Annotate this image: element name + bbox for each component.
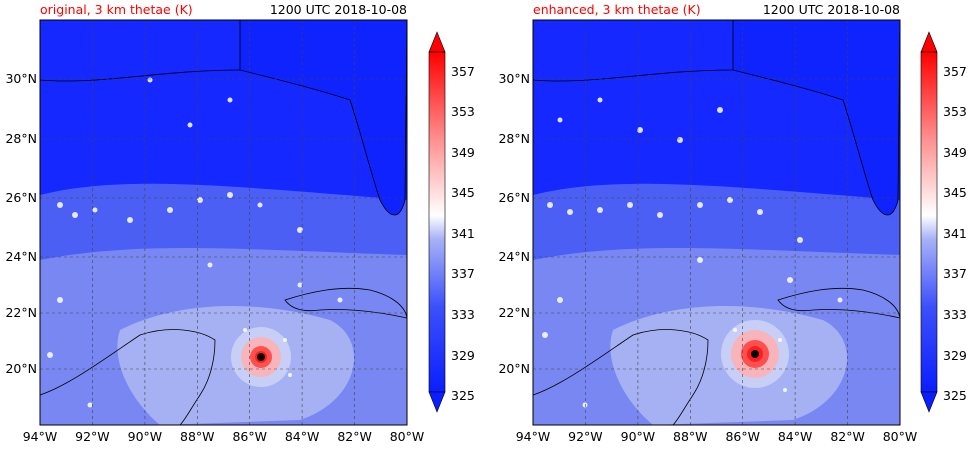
x-axis-ticks: 94°W 92°W 90°W 88°W 86°W 84°W 82°W 80°W [516, 429, 918, 444]
x-tick-label: 88°W [673, 429, 708, 444]
convection-cells [47, 77, 343, 408]
colorbar-body [428, 51, 446, 393]
colorbar-body [920, 51, 938, 393]
y-tick-label: 26°N [498, 190, 530, 205]
colorbar-tick-label: 325 [943, 388, 967, 403]
colorbar-extend-min [920, 391, 938, 413]
convection-cells [542, 72, 883, 408]
map-area [532, 19, 901, 426]
x-axis-ticks: 94°W 92°W 90°W 88°W 86°W 84°W 82°W 80°W [23, 429, 425, 444]
gridlines [40, 20, 407, 425]
panel-title: original, 3 km thetae (K) [40, 2, 193, 17]
x-tick-label: 84°W [285, 429, 320, 444]
colorbar-extend-max [428, 31, 446, 53]
x-tick-label: 80°W [883, 429, 918, 444]
panel-time: 1200 UTC 2018-10-08 [763, 2, 900, 17]
y-tick-label: 22°N [5, 305, 37, 320]
colorbar-tick-label: 353 [943, 104, 967, 119]
colorbar-tick-label: 353 [451, 104, 475, 119]
x-tick-label: 88°W [180, 429, 215, 444]
colorbar-tick-label: 329 [943, 348, 967, 363]
colorbar-tick-label: 349 [451, 145, 475, 160]
y-axis-ticks: 20°N 22°N 24°N 26°N 28°N 30°N [5, 71, 37, 376]
x-tick-label: 86°W [725, 429, 760, 444]
colorbar-tick-label: 341 [943, 226, 967, 241]
y-tick-label: 20°N [498, 361, 530, 376]
panel-time: 1200 UTC 2018-10-08 [270, 2, 407, 17]
y-tick-label: 22°N [498, 305, 530, 320]
colorbar-tick-label: 325 [451, 388, 475, 403]
land-florida [239, 19, 408, 216]
x-tick-label: 84°W [778, 429, 813, 444]
y-axis-ticks: 20°N 22°N 24°N 26°N 28°N 30°N [498, 71, 530, 376]
map-frame [39, 19, 408, 426]
colorbar-tick-label: 357 [943, 64, 967, 79]
panel-title: enhanced, 3 km thetae (K) [533, 2, 701, 17]
storm-center-marker [751, 350, 759, 358]
x-tick-label: 86°W [232, 429, 267, 444]
colorbar-extend-max [920, 31, 938, 53]
colorbar-tick-label: 329 [451, 348, 475, 363]
storm-center-marker [257, 353, 265, 361]
x-tick-label: 82°W [337, 429, 372, 444]
y-tick-label: 20°N [5, 361, 37, 376]
panel-enhanced: enhanced, 3 km thetae (K) 1200 UTC 2018-… [498, 2, 966, 444]
map-frame [532, 19, 901, 426]
x-tick-label: 82°W [830, 429, 865, 444]
x-tick-label: 94°W [516, 429, 551, 444]
y-tick-label: 26°N [5, 190, 37, 205]
y-tick-label: 28°N [498, 131, 530, 146]
gridlines [533, 20, 900, 425]
colorbar: 325 329 333 337 341 345 349 353 357 [920, 31, 967, 413]
map-area [39, 19, 408, 426]
y-tick-label: 28°N [5, 131, 37, 146]
land-florida [732, 19, 901, 216]
colorbar: 325 329 333 337 341 345 349 353 357 [428, 31, 475, 413]
y-tick-label: 24°N [5, 249, 37, 264]
colorbar-tick-label: 333 [451, 307, 475, 322]
colorbar-tick-label: 345 [451, 185, 475, 200]
x-tick-label: 92°W [568, 429, 603, 444]
x-tick-label: 94°W [23, 429, 58, 444]
coast-gulf-north [532, 69, 734, 82]
x-tick-label: 90°W [128, 429, 163, 444]
y-tick-label: 30°N [5, 71, 37, 86]
colorbar-tick-label: 341 [451, 226, 475, 241]
x-tick-label: 90°W [621, 429, 656, 444]
x-tick-label: 92°W [75, 429, 110, 444]
colorbar-tick-label: 337 [943, 266, 967, 281]
colorbar-tick-label: 333 [943, 307, 967, 322]
y-tick-label: 30°N [498, 71, 530, 86]
panel-original: original, 3 km thetae (K) 1200 UTC 2018-… [5, 2, 474, 444]
colorbar-tick-label: 349 [943, 145, 967, 160]
colorbar-extend-min [428, 391, 446, 413]
y-tick-label: 24°N [498, 249, 530, 264]
x-tick-label: 80°W [390, 429, 425, 444]
colorbar-tick-label: 357 [451, 64, 475, 79]
coast-gulf-north [39, 69, 241, 82]
colorbar-tick-label: 337 [451, 266, 475, 281]
colorbar-tick-label: 345 [943, 185, 967, 200]
